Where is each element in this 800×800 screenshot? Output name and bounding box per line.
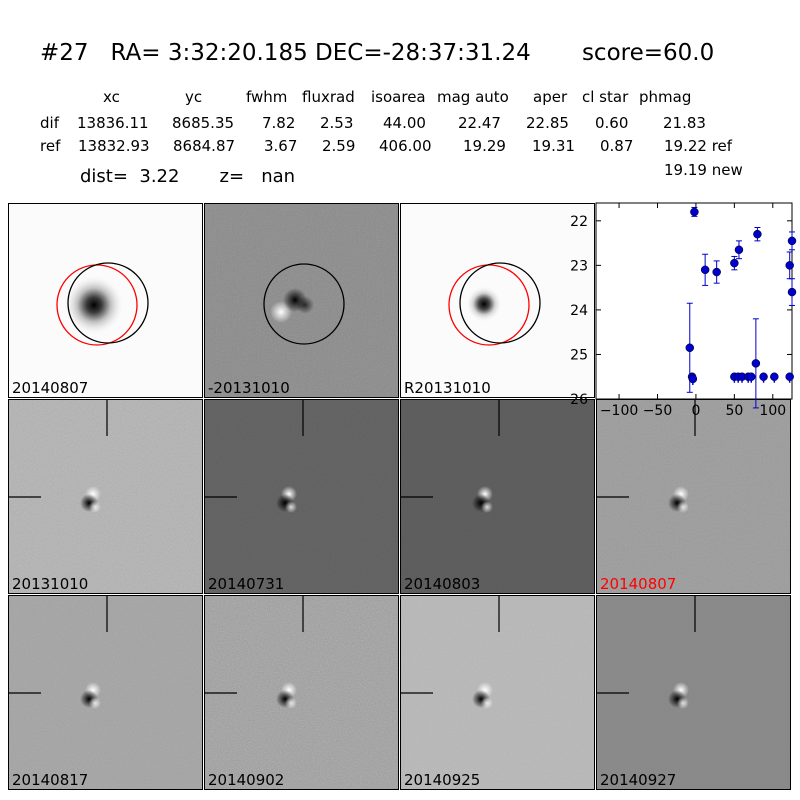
- reference-image: [448, 262, 541, 346]
- ref-mag-auto: 19.29: [463, 137, 506, 155]
- science-image: [56, 262, 149, 346]
- ref-yc: 8684.87: [173, 137, 236, 155]
- stamp-label: 20140925: [404, 771, 481, 789]
- data-point: [712, 267, 721, 277]
- page-title: #27 RA= 3:32:20.185 DEC=-28:37:31.24 sco…: [40, 40, 715, 66]
- dif-phmag: 21.83: [663, 114, 706, 132]
- epoch-stamp-image: [9, 596, 202, 789]
- epoch-stamp-image: [597, 596, 790, 789]
- col-header-fwhm: fwhm: [246, 88, 288, 106]
- reference-stamp: R20131010: [400, 203, 595, 398]
- ref-fluxrad: 2.59: [322, 137, 356, 155]
- col-header-aper: aper: [533, 88, 568, 106]
- data-point: [700, 265, 710, 275]
- y-tick-label: 24: [570, 303, 588, 319]
- data-point: [753, 229, 762, 239]
- data-point: [785, 261, 794, 270]
- new-phmag: 19.19 new: [664, 161, 743, 179]
- dif-fwhm: 7.82: [262, 114, 296, 132]
- y-tick-label: 22: [570, 214, 588, 230]
- epoch-stamp-image: [9, 400, 202, 593]
- col-header-mag-auto: mag auto: [437, 88, 509, 106]
- stamp-label: 20131010: [12, 575, 89, 593]
- stamp-label: 20140902: [208, 771, 285, 789]
- new-aperture-circle: [459, 262, 541, 344]
- epoch-stamp: 20131010: [8, 399, 203, 594]
- dif-yc: 8685.35: [172, 114, 235, 132]
- data-point: [787, 236, 797, 246]
- row-label-dif: dif: [40, 114, 59, 132]
- dif-isoarea: 44.00: [383, 114, 426, 132]
- y-tick-label: 23: [570, 258, 588, 274]
- stamp-label: 20140927: [600, 771, 677, 789]
- col-header-fluxrad: fluxrad: [302, 88, 355, 106]
- stamp-label: R20131010: [404, 379, 491, 397]
- epoch-stamp-image: [401, 400, 594, 593]
- ref-xc: 13832.93: [78, 137, 150, 155]
- ref-isoarea: 406.00: [379, 137, 432, 155]
- x-tick-label: 50: [725, 403, 743, 419]
- difference-image: [205, 204, 398, 397]
- plot-frame: [595, 202, 793, 400]
- col-header-yc: yc: [185, 88, 203, 106]
- difference-stamp: -20131010: [204, 203, 399, 398]
- data-point: [730, 258, 739, 268]
- col-header-xc: xc: [103, 88, 120, 106]
- epoch-stamp-image: [205, 596, 398, 789]
- col-header-cl-star: cl star: [582, 88, 629, 106]
- light-curve-chart: 22 23 24 25 26 −100 −50 0 50 100: [570, 202, 797, 419]
- stats-table: xc yc fwhm fluxrad isoarea mag auto aper…: [0, 88, 800, 188]
- dif-cl-star: 0.60: [595, 114, 629, 132]
- aperture-circle: [263, 263, 345, 345]
- stamp-label: 20140803: [404, 575, 481, 593]
- x-tick-label: −50: [643, 403, 673, 419]
- stamp-label: -20131010: [208, 379, 290, 397]
- y-tick-label: 25: [570, 347, 588, 363]
- epoch-stamp: 20140731: [204, 399, 399, 594]
- col-header-phmag: phmag: [639, 88, 692, 106]
- stamp-label: 20140807: [12, 379, 89, 397]
- epoch-stamp: 20140807: [596, 399, 791, 594]
- ref-phmag: 19.22 ref: [664, 137, 733, 155]
- epoch-stamp-image: [401, 596, 594, 789]
- science-stamp: 20140807: [8, 203, 203, 398]
- data-point: [690, 207, 699, 217]
- stamp-label: 20140731: [208, 575, 285, 593]
- epoch-stamp-image: [597, 400, 790, 593]
- x-tick-label: 0: [691, 403, 700, 419]
- col-header-isoarea: isoarea: [371, 88, 426, 106]
- epoch-stamp-image: [205, 400, 398, 593]
- dif-fluxrad: 2.53: [320, 114, 354, 132]
- dif-mag-auto: 22.47: [458, 114, 501, 132]
- data-point: [751, 359, 761, 368]
- dif-xc: 13836.11: [77, 114, 149, 132]
- epoch-stamp: 20140925: [400, 595, 595, 790]
- ref-fwhm: 3.67: [264, 137, 298, 155]
- new-aperture-circle: [67, 262, 149, 344]
- data-point: [734, 245, 744, 255]
- data-point: [685, 343, 695, 353]
- ref-aper: 19.31: [532, 137, 575, 155]
- light-curve-svg: 22 23 24 25 26 −100 −50 0 50 100: [570, 202, 797, 419]
- epoch-stamp: 20140927: [596, 595, 791, 790]
- data-point: [787, 287, 797, 297]
- epoch-stamp: 20140817: [8, 595, 203, 790]
- epoch-stamp: 20140902: [204, 595, 399, 790]
- x-tick-label: −100: [600, 403, 638, 419]
- row-label-ref: ref: [40, 137, 61, 155]
- y-tick-label: 26: [570, 392, 588, 408]
- dist-z-line: dist= 3.22 z= nan: [80, 166, 296, 187]
- epoch-stamp: 20140803: [400, 399, 595, 594]
- ref-cl-star: 0.87: [600, 137, 634, 155]
- dif-aper: 22.85: [526, 114, 569, 132]
- x-tick-label: 100: [759, 403, 786, 419]
- stamp-label: 20140817: [12, 771, 89, 789]
- stamp-label: 20140807: [600, 575, 677, 593]
